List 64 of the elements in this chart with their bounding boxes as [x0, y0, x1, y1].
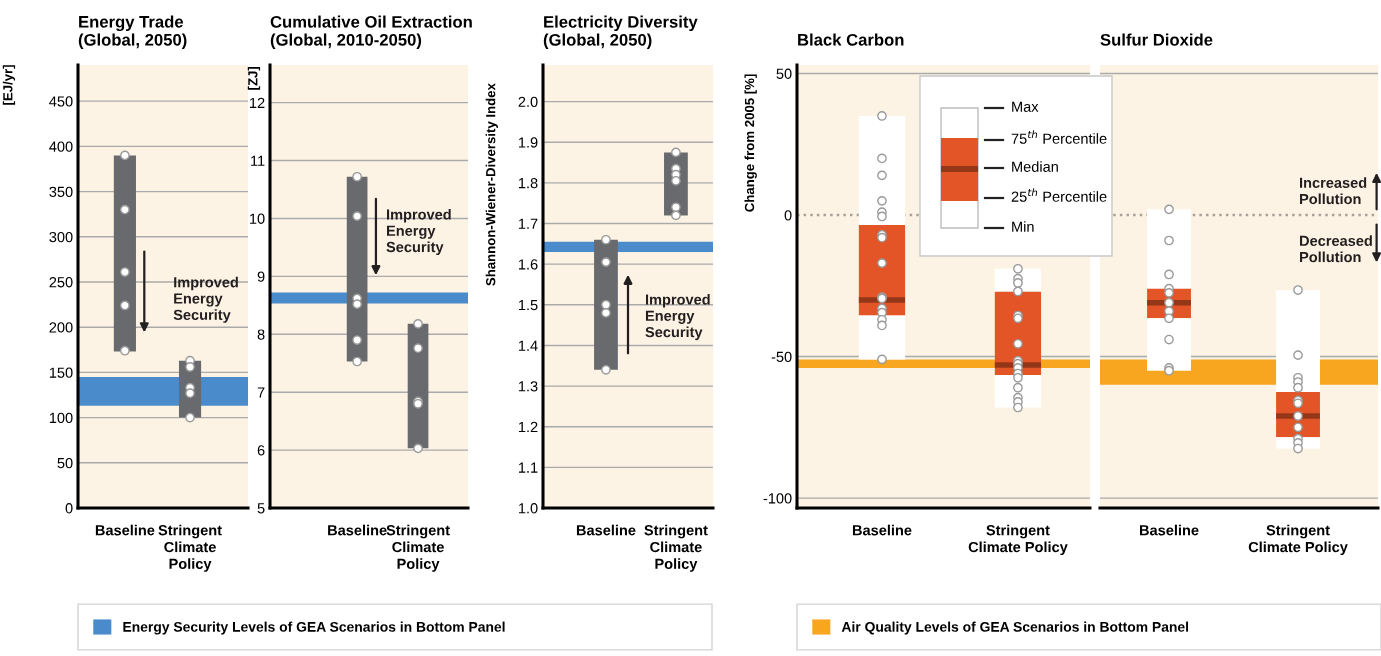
y-tick-label: 0	[784, 210, 792, 221]
y-tick-label: 100	[49, 412, 73, 424]
chart-title: Sulfur Dioxide	[1100, 33, 1213, 46]
y-tick-label: 9	[257, 271, 265, 282]
annotation: Median	[1012, 161, 1058, 172]
y-tick-label: 7	[257, 387, 265, 398]
y-tick-label: 1.7	[518, 218, 538, 229]
y-axis-title: Shannon-Wiener-Diversity Index	[485, 83, 498, 286]
y-tick-label: 1.9	[518, 137, 538, 148]
y-tick-label: 1.3	[518, 381, 538, 392]
y-tick-label: -50	[771, 351, 792, 362]
legend-label: Air Quality Levels of GEA Scenarios in Bottom Panel	[841, 621, 1189, 635]
y-tick-label: 1.2	[518, 421, 538, 432]
y-tick-label: -100	[763, 493, 792, 504]
y-tick-label: 200	[49, 322, 73, 333]
y-tick-label: 1.4	[518, 340, 538, 351]
y-tick-label: 1.5	[518, 300, 538, 311]
y-axis-title: Change from 2005 [%]	[744, 74, 757, 212]
x-tick-label: Stringent Climate Policy	[386, 524, 450, 572]
annotation: Improved Energy Security	[645, 294, 710, 341]
x-tick-label: Stringent Climate Policy	[968, 524, 1068, 556]
x-tick-label: Stringent Climate Policy	[644, 524, 708, 572]
x-tick-label: Stringent Climate Policy	[158, 524, 222, 572]
y-tick-label: 8	[257, 329, 265, 340]
y-tick-label: 150	[49, 367, 73, 378]
y-axis-title: [ZJ]	[247, 66, 261, 90]
chart-title: Energy Trade (Global, 2050)	[78, 15, 187, 50]
legend-label: Energy Security Levels of GEA Scenarios in Bottom Panel	[123, 621, 505, 635]
chart-title: Black Carbon	[798, 33, 904, 46]
annotation: Increased Pollution	[1300, 177, 1367, 205]
y-tick-label: 450	[49, 96, 73, 107]
y-tick-label: 350	[49, 186, 73, 197]
x-tick-label: Baseline	[852, 524, 912, 536]
y-tick-label: 1.0	[518, 503, 538, 514]
y-tick-label: 1.6	[518, 259, 538, 270]
x-tick-label: Stringent Climate Policy	[1248, 524, 1348, 556]
x-tick-label: Baseline	[576, 524, 636, 536]
y-tick-label: 0	[65, 503, 73, 514]
y-tick-label: 12	[250, 97, 265, 108]
annotation: 75$^{th}$ Percentile	[1011, 130, 1107, 144]
y-tick-label: 1.8	[518, 177, 538, 189]
y-tick-label: 2.0	[518, 96, 538, 108]
y-tick-label: 1.1	[518, 462, 538, 473]
x-tick-label: Baseline	[95, 524, 155, 536]
annotation: Improved Energy Security	[173, 276, 238, 323]
annotation: Decreased Pollution	[1300, 235, 1372, 263]
annotation: Min	[1012, 221, 1034, 232]
x-tick-label: Baseline	[1140, 524, 1199, 536]
chart-title: Cumulative Oil Extraction (Global, 2010-2050)	[270, 15, 472, 50]
y-tick-label: 400	[49, 141, 73, 152]
y-tick-label: 50	[57, 457, 73, 469]
annotation: 25$^{th}$ Percentile	[1011, 188, 1107, 202]
y-tick-label: 5	[257, 503, 265, 514]
y-tick-label: 6	[257, 445, 265, 456]
y-tick-label: 11	[251, 155, 265, 166]
annotation: Max	[1012, 101, 1039, 112]
x-tick-label: Baseline	[328, 524, 387, 536]
y-tick-label: 50	[776, 68, 792, 79]
y-tick-label: 10	[250, 213, 265, 224]
y-axis-title: [EJ/yr]	[2, 65, 16, 105]
y-tick-label: 250	[49, 277, 73, 288]
y-tick-label: 300	[49, 231, 73, 243]
chart-title: Electricity Diversity (Global, 2050)	[543, 15, 698, 50]
annotation: Improved Energy Security	[386, 208, 451, 256]
